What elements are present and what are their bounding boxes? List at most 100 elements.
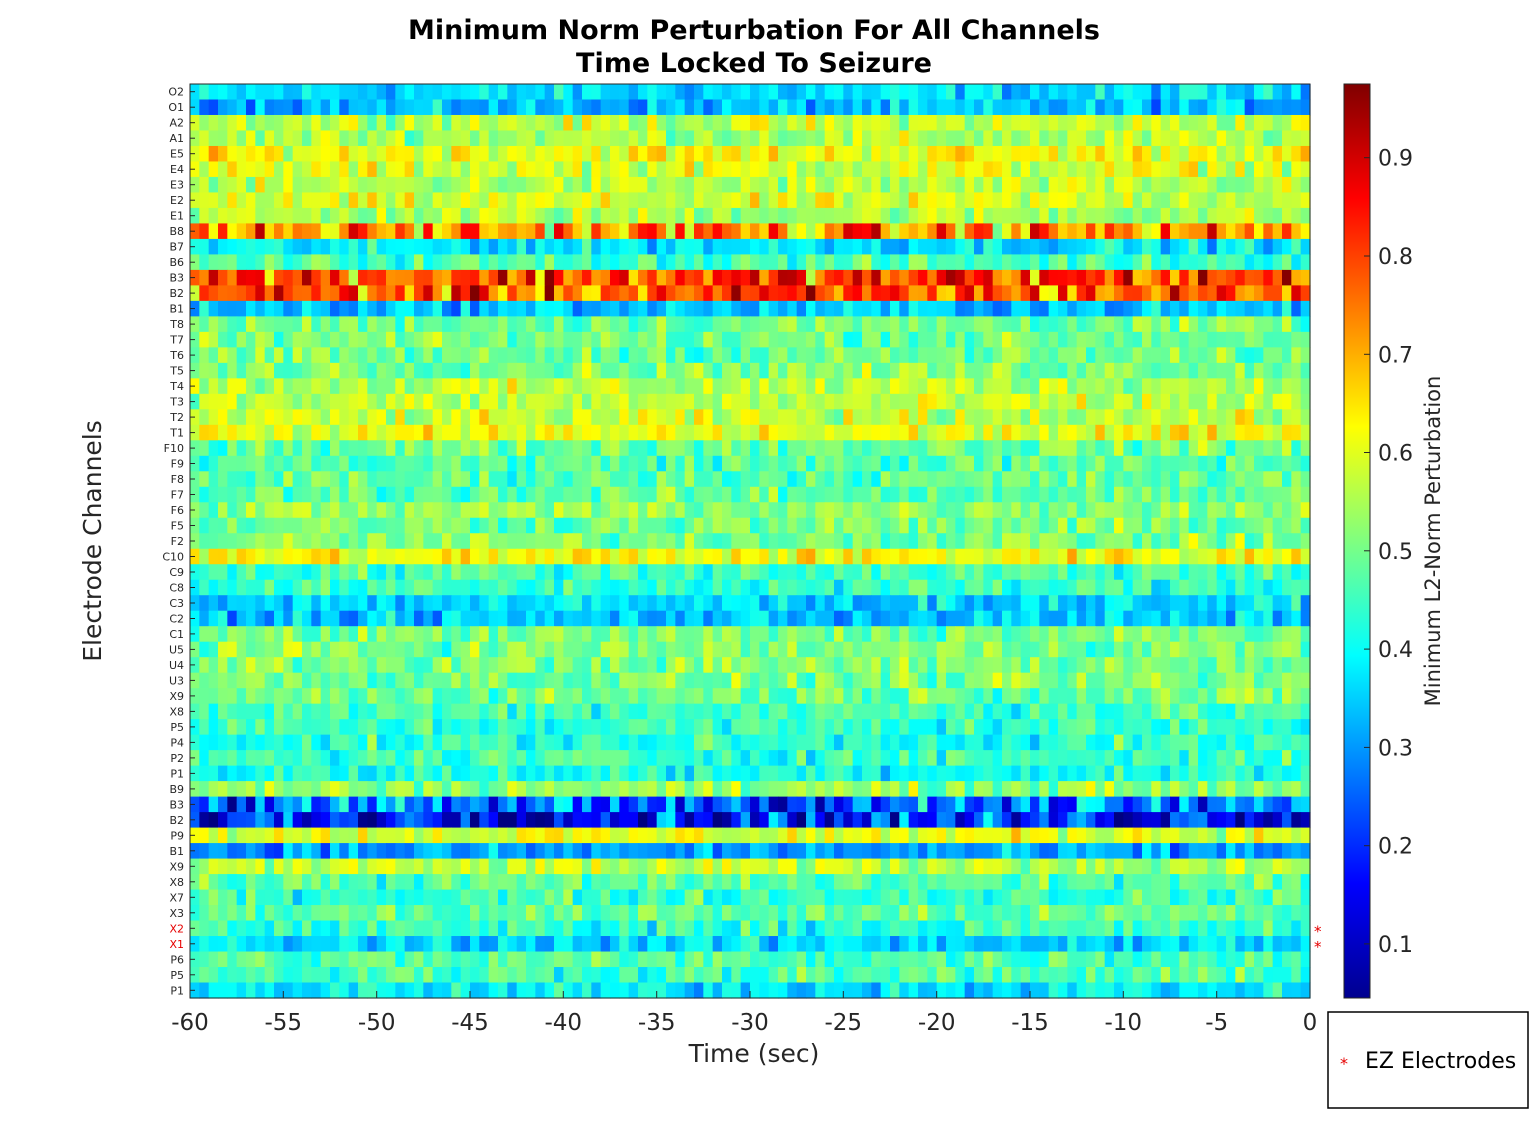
heatmap-cell — [890, 285, 900, 302]
heatmap-cell — [1058, 378, 1068, 395]
heatmap-cell — [862, 626, 872, 643]
heatmap-cell — [843, 595, 854, 612]
heatmap-cell — [1188, 238, 1199, 256]
heatmap-cell — [451, 331, 462, 348]
heatmap-cell — [1244, 502, 1255, 519]
heatmap-cell — [199, 285, 210, 302]
heatmap-cell — [1048, 533, 1059, 550]
heatmap-cell — [992, 502, 1003, 519]
heatmap-cell — [796, 641, 807, 658]
heatmap-cell — [1002, 533, 1012, 550]
heatmap-cell — [479, 455, 490, 472]
heatmap-cell — [572, 626, 583, 643]
heatmap-cell — [236, 331, 247, 348]
heatmap-cell — [1114, 238, 1124, 256]
heatmap-cell — [442, 719, 452, 736]
heatmap-cell — [227, 579, 238, 596]
heatmap-cell — [694, 145, 704, 163]
heatmap-cell — [675, 595, 686, 612]
heatmap-cell — [806, 331, 816, 348]
heatmap-cell — [348, 564, 359, 581]
heatmap-cell — [815, 595, 826, 612]
heatmap-cell — [311, 362, 322, 379]
heatmap-cell — [227, 455, 238, 472]
heatmap-cell — [731, 331, 742, 348]
heatmap-cell — [1123, 471, 1134, 488]
heatmap-cell — [460, 517, 471, 534]
heatmap-cell — [890, 533, 900, 550]
heatmap-cell — [432, 223, 443, 240]
heatmap-cell — [1086, 223, 1096, 240]
heatmap-cell — [1104, 238, 1115, 256]
heatmap-cell — [1263, 316, 1274, 333]
heatmap-cell — [1244, 254, 1255, 271]
heatmap-cell — [899, 672, 910, 689]
heatmap-cell — [983, 610, 994, 627]
heatmap-cell — [1235, 455, 1246, 472]
heatmap-cell — [610, 672, 620, 689]
heatmap-cell — [507, 564, 518, 581]
heatmap-cell — [946, 595, 956, 612]
heatmap-cell — [778, 657, 788, 674]
heatmap-cell — [955, 455, 966, 472]
heatmap-cell — [852, 393, 863, 410]
heatmap-cell — [619, 626, 630, 643]
heatmap-cell — [246, 595, 256, 612]
heatmap-cell — [1030, 548, 1040, 565]
heatmap-cell — [722, 455, 732, 472]
heatmap-cell — [554, 145, 564, 163]
heatmap-cell — [442, 641, 452, 658]
heatmap-cell — [255, 300, 266, 317]
heatmap-cell — [554, 130, 564, 147]
heatmap-cell — [703, 362, 714, 379]
heatmap-cell — [246, 99, 256, 116]
heatmap-cell — [1272, 688, 1283, 705]
heatmap-cell — [376, 84, 387, 101]
heatmap-cell — [1104, 579, 1115, 596]
heatmap-cell — [498, 595, 508, 612]
heatmap-cell — [572, 223, 583, 240]
heatmap-cell — [404, 409, 415, 426]
heatmap-cell — [787, 393, 798, 410]
heatmap-cell — [1076, 378, 1087, 395]
heatmap-cell — [526, 595, 536, 612]
heatmap-cell — [1300, 626, 1311, 643]
heatmap-cell — [498, 84, 508, 101]
heatmap-cell — [796, 114, 807, 132]
heatmap-cell — [619, 378, 630, 395]
heatmap-cell — [274, 114, 284, 132]
heatmap-cell — [1067, 331, 1078, 348]
heatmap-cell — [899, 331, 910, 348]
heatmap-cell — [1002, 486, 1012, 503]
heatmap-cell — [694, 207, 704, 225]
heatmap-cell — [255, 254, 266, 271]
heatmap-cell — [1188, 455, 1199, 472]
heatmap-cell — [1235, 533, 1246, 550]
heatmap-cell — [908, 610, 919, 627]
heatmap-cell — [442, 533, 452, 550]
heatmap-cell — [1086, 378, 1096, 395]
heatmap-cell — [796, 579, 807, 596]
heatmap-cell — [572, 207, 583, 225]
heatmap-cell — [582, 688, 592, 705]
heatmap-cell — [1216, 254, 1227, 271]
heatmap-cell — [1151, 471, 1162, 488]
heatmap-cell — [666, 626, 676, 643]
heatmap-cell — [1226, 533, 1236, 550]
heatmap-cell — [768, 641, 779, 658]
heatmap-cell — [1039, 347, 1050, 364]
heatmap-cell — [1254, 114, 1264, 132]
heatmap-cell — [1039, 688, 1050, 705]
heatmap-cell — [423, 440, 434, 457]
heatmap-cell — [199, 533, 210, 550]
heatmap-cell — [1160, 517, 1171, 534]
heatmap-cell — [666, 145, 676, 163]
heatmap-cell — [610, 176, 620, 194]
heatmap-cell — [768, 548, 779, 565]
heatmap-cell — [1095, 84, 1106, 101]
heatmap-cell — [983, 161, 994, 178]
heatmap-cell — [787, 610, 798, 627]
heatmap-cell — [796, 564, 807, 581]
heatmap-cell — [908, 564, 919, 581]
heatmap-cell — [1142, 548, 1152, 565]
